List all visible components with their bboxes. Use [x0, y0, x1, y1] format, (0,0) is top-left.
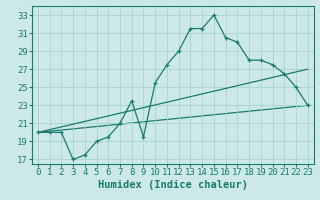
- X-axis label: Humidex (Indice chaleur): Humidex (Indice chaleur): [98, 180, 248, 190]
